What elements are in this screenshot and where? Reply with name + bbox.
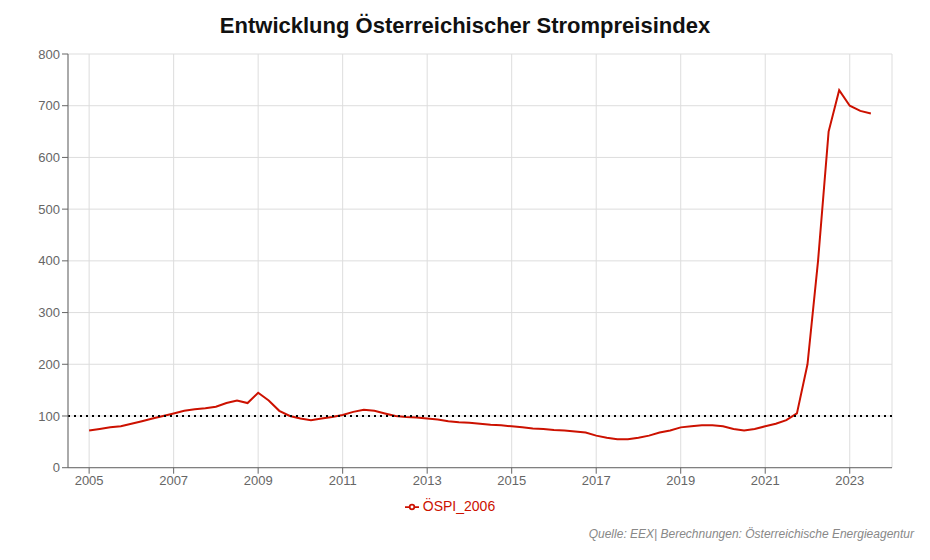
svg-text:2021: 2021	[751, 473, 780, 488]
svg-text:2023: 2023	[835, 473, 864, 488]
svg-text:600: 600	[38, 150, 60, 165]
svg-text:2007: 2007	[159, 473, 188, 488]
svg-text:2005: 2005	[75, 473, 104, 488]
html-text:ÖSPI_2006: ÖSPI_2006	[422, 497, 496, 514]
svg-text:2013: 2013	[413, 473, 442, 488]
svg-text:500: 500	[38, 202, 60, 217]
svg-text:2009: 2009	[244, 473, 273, 488]
svg-text:2015: 2015	[497, 473, 526, 488]
html-text:Entwicklung Österreichischer S: Entwicklung Österreichischer Strompreisi…	[219, 13, 711, 38]
svg-text:2019: 2019	[666, 473, 695, 488]
html-text:Quelle: EEX| Berechnungen: Öst: Quelle: EEX| Berechnungen: Österreichisc…	[588, 527, 914, 541]
svg-text:0: 0	[53, 460, 60, 475]
svg-text:800: 800	[38, 47, 60, 62]
svg-text:200: 200	[38, 357, 60, 372]
svg-text:2017: 2017	[582, 473, 611, 488]
svg-text:400: 400	[38, 253, 60, 268]
svg-text:100: 100	[38, 409, 60, 424]
svg-text:700: 700	[38, 98, 60, 113]
svg-text:2011: 2011	[329, 473, 357, 488]
svg-text:300: 300	[38, 305, 60, 320]
